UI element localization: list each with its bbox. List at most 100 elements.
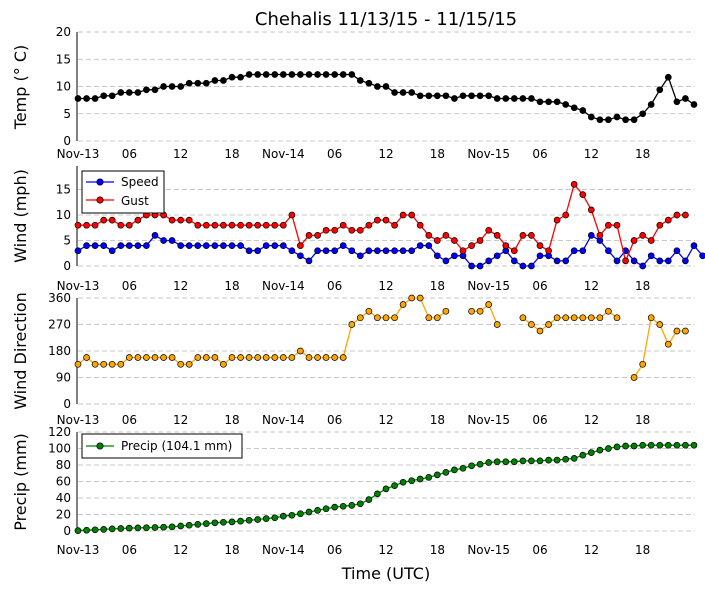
- data-point: [143, 354, 150, 361]
- data-point: [519, 314, 527, 322]
- data-point: [305, 232, 313, 239]
- data-point: [570, 104, 578, 112]
- data-point: [425, 232, 433, 239]
- data-point: [647, 101, 655, 108]
- data-point: [322, 505, 330, 513]
- data-point: [391, 482, 398, 489]
- data-point: [245, 354, 253, 361]
- data-point: [194, 79, 202, 87]
- legend-speed-label: Speed: [121, 175, 159, 189]
- data-point: [365, 247, 373, 255]
- data-point: [476, 262, 484, 270]
- data-point: [399, 301, 407, 308]
- data-point: [562, 211, 570, 219]
- data-point: [322, 226, 330, 234]
- data-point: [639, 232, 647, 239]
- data-point: [374, 490, 381, 498]
- data-point: [639, 360, 647, 368]
- data-point: [468, 92, 475, 100]
- data-point: [100, 242, 108, 249]
- data-point: [459, 247, 467, 255]
- x-tick-label: 06: [327, 147, 342, 161]
- data-point: [262, 242, 270, 249]
- data-point: [528, 95, 535, 102]
- data-point: [425, 474, 433, 481]
- data-point: [459, 464, 467, 472]
- data-point: [108, 247, 116, 255]
- data-point: [83, 354, 90, 361]
- data-point: [271, 354, 279, 361]
- data-point: [348, 502, 356, 509]
- data-point: [117, 525, 125, 532]
- data-point: [220, 518, 227, 526]
- data-point: [416, 242, 424, 249]
- data-point: [605, 221, 612, 229]
- data-point: [493, 252, 501, 260]
- data-point: [108, 92, 116, 100]
- data-point: [262, 354, 270, 361]
- y-tick-label: 80: [56, 458, 71, 472]
- data-point: [100, 360, 108, 368]
- data-point: [194, 354, 202, 361]
- series-line: [471, 303, 498, 325]
- data-point: [545, 321, 552, 328]
- data-point: [314, 232, 321, 239]
- data-point: [416, 475, 424, 483]
- series-line: [78, 183, 686, 263]
- data-point: [83, 526, 90, 534]
- data-point: [271, 221, 279, 229]
- data-point: [288, 354, 296, 361]
- data-point: [177, 522, 185, 530]
- data-point: [519, 232, 527, 239]
- data-point: [314, 247, 321, 255]
- data-point: [339, 71, 347, 78]
- data-point: [528, 321, 535, 328]
- data-point: [143, 524, 150, 532]
- data-point: [553, 456, 561, 464]
- data-point: [237, 73, 244, 81]
- data-point: [545, 98, 552, 106]
- data-point: [74, 221, 82, 229]
- data-point: [305, 354, 313, 361]
- legend-box: [81, 433, 243, 459]
- ylabel-wind: Wind (mph): [11, 169, 30, 263]
- data-point: [485, 459, 493, 466]
- data-point: [399, 478, 407, 486]
- data-point: [91, 221, 99, 229]
- data-point: [485, 301, 493, 308]
- data-point: [605, 116, 612, 124]
- data-point: [476, 307, 484, 315]
- x-tick-label: 12: [378, 279, 393, 293]
- data-point: [91, 360, 99, 368]
- data-point: [682, 327, 689, 335]
- x-tick-label: Nov-15: [467, 279, 510, 293]
- data-point: [160, 237, 167, 244]
- data-point: [151, 524, 159, 531]
- data-point: [630, 374, 638, 381]
- data-point: [579, 191, 587, 198]
- data-point: [382, 247, 390, 255]
- data-point: [339, 354, 347, 361]
- x-tick-label: 06: [327, 543, 342, 557]
- data-point: [485, 92, 493, 100]
- data-point: [91, 242, 99, 249]
- x-tick-label: 12: [584, 279, 599, 293]
- data-point: [442, 232, 450, 239]
- data-point: [664, 73, 672, 81]
- data-point: [425, 242, 433, 249]
- data-point: [245, 516, 253, 524]
- data-point: [177, 216, 185, 224]
- data-point: [322, 71, 330, 78]
- data-point: [125, 242, 133, 249]
- x-tick-label: Nov-14: [262, 147, 305, 161]
- data-point: [134, 216, 142, 224]
- y-tick-label: 120: [48, 425, 71, 439]
- x-tick-label: 18: [430, 543, 445, 557]
- data-point: [562, 314, 570, 322]
- data-point: [228, 242, 236, 249]
- data-point: [202, 242, 210, 249]
- x-tick-label: 06: [122, 543, 137, 557]
- data-point: [117, 221, 125, 229]
- data-point: [117, 89, 125, 96]
- data-point: [348, 71, 356, 78]
